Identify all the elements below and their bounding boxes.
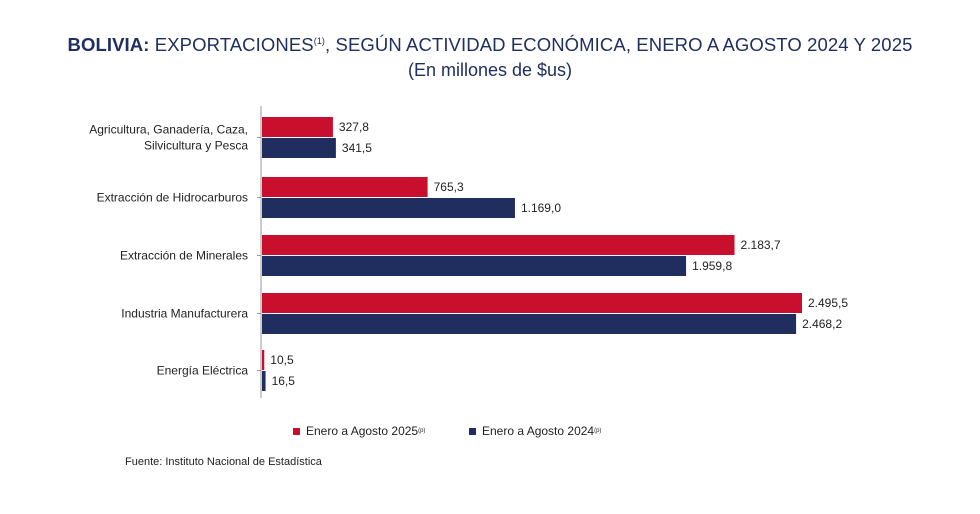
data-label: 1.959,8 [692, 259, 732, 273]
category-label: Agricultura, Ganadería, Caza, [89, 123, 248, 137]
bar-2024 [262, 198, 515, 218]
bar-2024 [262, 314, 797, 334]
data-label: 1.169,0 [521, 201, 561, 215]
legend-item-2025: Enero a Agosto 2025 (p) [293, 424, 425, 438]
bar-2024 [262, 256, 687, 276]
title-bold: BOLIVIA: [67, 34, 150, 55]
title-tail: , SEGÚN ACTIVIDAD ECONÓMICA, ENERO A AGO… [325, 34, 913, 55]
legend-label-2024: Enero a Agosto 2024 [482, 424, 595, 438]
category-label: Extracción de Minerales [120, 249, 248, 263]
data-label: 2.183,7 [741, 238, 781, 252]
bar-2025 [262, 117, 333, 137]
legend-superscript-2024: (p) [594, 428, 602, 434]
data-label: 2.468,2 [802, 317, 842, 331]
bar-2024 [262, 371, 266, 391]
data-label: 10,5 [270, 353, 294, 367]
category-label: Silvicultura y Pesca [144, 139, 248, 153]
category-label: Energía Eléctrica [157, 364, 249, 378]
legend-label-2025: Enero a Agosto 2025 [306, 424, 419, 438]
title-superscript: (1) [313, 35, 326, 46]
chart-header: BOLIVIA: EXPORTACIONES(1), SEGÚN ACTIVID… [0, 34, 980, 81]
bar-2025 [262, 350, 265, 370]
legend-item-2024: Enero a Agosto 2024 (p) [469, 424, 601, 438]
legend-swatch-2024 [469, 427, 476, 435]
legend-swatch-2025 [293, 427, 300, 435]
category-label: Extracción de Hidrocarburos [97, 191, 248, 205]
source-note: Fuente: Instituto Nacional de Estadístic… [125, 456, 322, 468]
bar-2025 [262, 235, 735, 255]
legend-superscript-2025: (p) [418, 428, 426, 434]
data-label: 327,8 [339, 120, 369, 134]
bar-2025 [262, 177, 428, 197]
data-label: 16,5 [272, 374, 296, 388]
chart-subtitle: (En millones de $us) [407, 60, 573, 80]
chart-title: BOLIVIA: EXPORTACIONES(1), SEGÚN ACTIVID… [0, 34, 980, 56]
data-label: 2.495,5 [808, 296, 848, 310]
data-label: 341,5 [342, 141, 372, 155]
title-main: EXPORTACIONES [154, 34, 314, 55]
category-label: Industria Manufacturera [121, 307, 248, 321]
bar-2025 [262, 293, 802, 313]
data-label: 765,3 [434, 180, 464, 194]
bar-2024 [262, 138, 336, 158]
